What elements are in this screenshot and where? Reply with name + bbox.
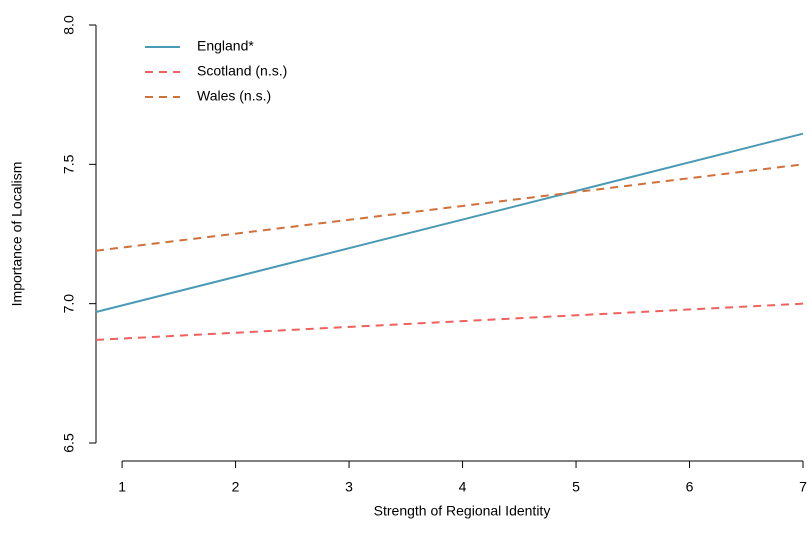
series-line <box>95 163 804 252</box>
y-tick-label: 7.5 <box>61 154 77 174</box>
legend-label: Wales (n.s.) <box>197 88 271 104</box>
x-tick-label: 5 <box>572 479 580 495</box>
x-tick-label: 6 <box>686 479 694 495</box>
x-axis-title: Strength of Regional Identity <box>374 503 551 519</box>
y-tick-label: 7.0 <box>61 294 77 314</box>
x-tick-label: 1 <box>118 479 126 495</box>
x-tick-label: 7 <box>799 479 807 495</box>
x-tick-label: 4 <box>459 479 467 495</box>
series-line <box>95 302 804 341</box>
legend-label: Scotland (n.s.) <box>197 63 287 79</box>
x-tick-label: 2 <box>232 479 240 495</box>
y-tick-label: 8.0 <box>61 15 77 35</box>
y-tick-label: 6.5 <box>61 433 77 453</box>
legend-label: England* <box>197 38 254 54</box>
x-tick-label: 3 <box>345 479 353 495</box>
series-line <box>95 132 804 313</box>
y-axis-title: Importance of Localism <box>9 162 25 307</box>
